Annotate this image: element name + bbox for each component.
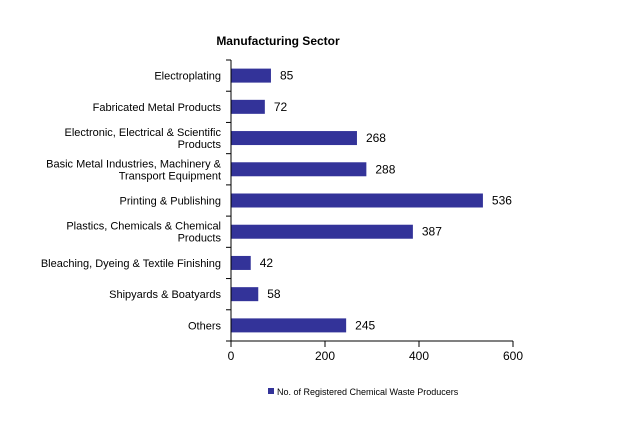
category-label: Fabricated Metal Products [93, 102, 222, 114]
bar [231, 131, 357, 146]
bar [231, 287, 259, 302]
x-tick-label: 600 [503, 349, 523, 363]
data-label: 288 [375, 162, 395, 176]
category-label: Shipyards & Boatyards [109, 289, 221, 301]
x-tick-label: 400 [409, 349, 429, 363]
bar [231, 68, 271, 83]
category-label: Transport Equipment [119, 170, 221, 182]
bar [231, 318, 347, 333]
category-label: Products [178, 139, 222, 151]
category-label: Electronic, Electrical & Scientific [65, 127, 222, 139]
bar [231, 193, 483, 208]
data-label: 268 [366, 131, 386, 145]
data-label: 42 [260, 256, 274, 270]
data-label: 387 [422, 225, 442, 239]
legend-label: No. of Registered Chemical Waste Produce… [277, 387, 459, 397]
bar [231, 255, 251, 270]
bar [231, 99, 265, 114]
x-tick-label: 0 [228, 349, 235, 363]
data-label: 536 [492, 194, 512, 208]
data-label: 85 [280, 69, 294, 83]
category-label: Plastics, Chemicals & Chemical [66, 221, 221, 233]
category-label: Bleaching, Dyeing & Textile Finishing [41, 258, 221, 270]
category-label: Printing & Publishing [119, 196, 221, 208]
data-label: 72 [274, 100, 288, 114]
legend-marker [268, 388, 274, 394]
data-label: 245 [355, 318, 375, 332]
category-label: Products [178, 233, 222, 245]
legend: No. of Registered Chemical Waste Produce… [268, 387, 459, 397]
bar [231, 224, 413, 239]
category-label: Electroplating [154, 71, 221, 83]
category-label: Others [188, 320, 222, 332]
chart-title: Manufacturing Sector [216, 34, 340, 48]
data-label: 58 [267, 287, 281, 301]
bar [231, 162, 367, 177]
category-label: Basic Metal Industries, Machinery & [46, 158, 222, 170]
x-tick-label: 200 [315, 349, 335, 363]
